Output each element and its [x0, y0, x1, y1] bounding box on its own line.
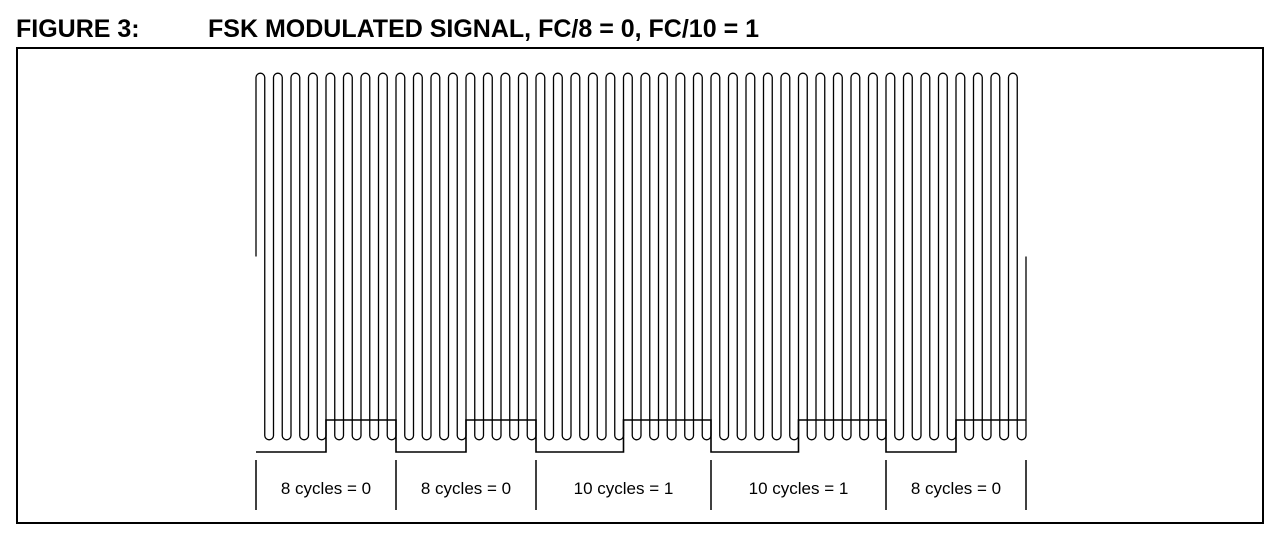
figure-label: FIGURE 3:	[16, 15, 140, 43]
figure-frame	[16, 47, 1264, 524]
bit-clock-trace	[256, 419, 1026, 453]
segment-label: 10 cycles = 1	[749, 479, 849, 498]
segment-label: 10 cycles = 1	[574, 479, 674, 498]
segment-label: 8 cycles = 0	[281, 479, 371, 498]
segment-label: 8 cycles = 0	[421, 479, 511, 498]
figure-title: FSK MODULATED SIGNAL, FC/8 = 0, FC/10 = …	[208, 15, 760, 43]
segment-label: 8 cycles = 0	[911, 479, 1001, 498]
figure-header: FIGURE 3: FSK MODULATED SIGNAL, FC/8 = 0…	[16, 12, 1276, 46]
fsk-waveform	[255, 72, 1027, 441]
